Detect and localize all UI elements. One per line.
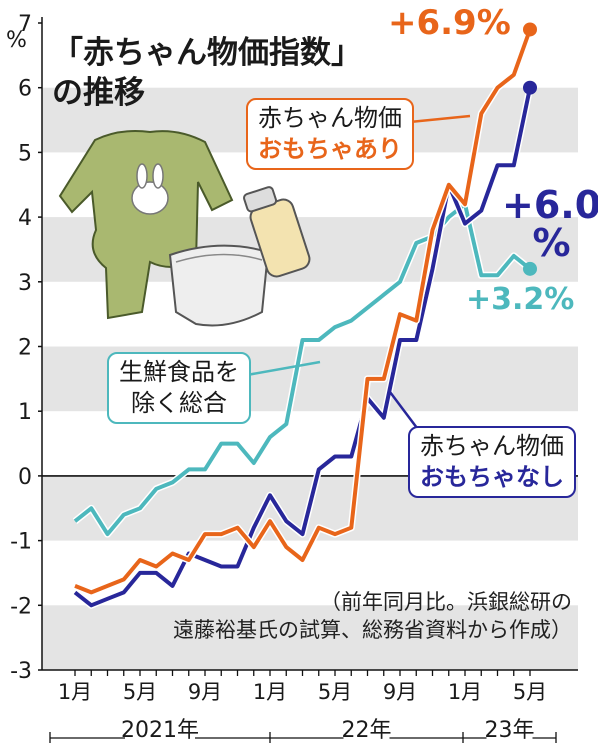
x-tick-label: 5月 <box>513 680 547 704</box>
y-tick-label: -1 <box>10 530 32 555</box>
end-label-orange: +6.9% <box>388 3 511 43</box>
y-tick-label: 1 <box>18 400 32 425</box>
bunny-ear-icon <box>152 163 164 189</box>
grid-band <box>42 605 578 670</box>
end-label-teal: +3.2% <box>466 282 575 317</box>
co-navy-line-1: 赤ちゃん物価 <box>420 432 564 460</box>
x-tick-label: 5月 <box>318 680 352 704</box>
y-unit-label: % <box>6 28 27 53</box>
bottle-cap-icon <box>243 186 278 213</box>
y-tick-label: 4 <box>18 206 32 231</box>
callout-orange: 赤ちゃん物価 おもちゃあり <box>246 98 414 171</box>
y-tick-label: 3 <box>18 271 32 296</box>
y-tick-label: -3 <box>10 659 32 684</box>
diaper-waistband <box>175 253 263 263</box>
co-orange-line-1: 赤ちゃん物価 <box>258 104 402 132</box>
y-tick-label: 7 <box>18 12 32 37</box>
chart-title: 「赤ちゃん物価指数」 の推移 <box>52 35 362 111</box>
diaper-icon <box>168 244 270 327</box>
x-tick-label: 1月 <box>448 680 482 704</box>
y-tick-label: 6 <box>18 77 32 102</box>
source-note: （前年同月比。浜銀総研の 遠藤裕基氏の試算、総務省資料から作成） <box>173 590 572 643</box>
series-end-marker <box>523 261 537 276</box>
y-tick-label: 5 <box>18 141 32 166</box>
x-tick-label: 1月 <box>58 680 92 704</box>
year-label-bg <box>125 718 195 744</box>
x-tick-label: 5月 <box>123 680 157 704</box>
year-label-bg <box>486 718 533 744</box>
end-label-navy: +6.0 % <box>502 183 598 265</box>
baby-items-illustration <box>58 130 311 327</box>
x-tick-label: 9月 <box>383 680 417 704</box>
year-label: 2021年 <box>121 718 199 743</box>
co-navy-line-2: おもちゃなし <box>420 463 564 492</box>
callout-leader-navy <box>389 391 421 433</box>
series-line <box>74 28 532 595</box>
y-tick-label: 0 <box>18 465 32 490</box>
y-tick-label: 2 <box>18 336 32 361</box>
series-end-marker <box>523 22 537 37</box>
co-orange-line-2: おもちゃあり <box>258 135 402 164</box>
bunny-ear-icon <box>136 163 148 189</box>
callout-navy: 赤ちゃん物価 おもちゃなし <box>408 426 576 499</box>
year-label: 22年 <box>342 718 392 743</box>
series-line <box>73 202 532 537</box>
year-label: 23年 <box>485 718 535 743</box>
series-line <box>73 87 532 608</box>
bunny-face-icon <box>131 181 169 215</box>
year-label-bg <box>343 718 390 744</box>
x-tick-label: 9月 <box>188 680 222 704</box>
callout-teal: 生鮮食品を 除く総合 <box>107 352 251 425</box>
x-tick-label: 1月 <box>253 680 287 704</box>
y-tick-label: -2 <box>10 594 32 619</box>
series-end-marker <box>523 80 537 95</box>
